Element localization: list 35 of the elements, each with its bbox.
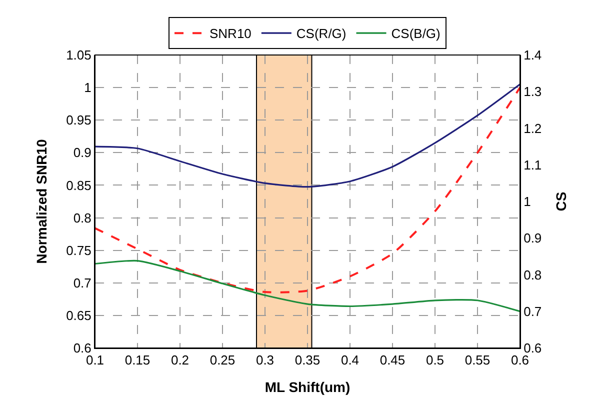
x-tick-label: 0.3	[256, 352, 274, 368]
legend-label: CS(B/G)	[391, 26, 440, 42]
line-series	[95, 86, 520, 294]
x-tick-label: 0.25	[210, 352, 236, 368]
y2-tick-label: 1.4	[524, 48, 542, 63]
y-tick-label: 0.95	[66, 112, 92, 128]
legend-label: SNR10	[210, 26, 252, 42]
x-tick-label: 0.35	[294, 352, 320, 368]
y2-tick-label: 0.9	[524, 230, 542, 246]
y2-tick-label: 1	[524, 194, 531, 210]
y2-axis-title: CS	[552, 192, 569, 212]
y-tick-label: 1	[84, 80, 92, 96]
x-tick-label: 0.2	[170, 352, 190, 368]
y-tick-label: 0.9	[73, 145, 92, 160]
y2-tick-label: 1.2	[524, 120, 542, 136]
y-tick-label: 0.7	[73, 275, 92, 290]
x-tick-label: 0.15	[124, 352, 150, 368]
x-tick-label: 0.55	[464, 352, 490, 368]
y-tick-label: 0.75	[66, 242, 92, 258]
y-axis-title: Normalized SNR10	[34, 139, 50, 264]
y2-tick-label: 0.7	[524, 304, 542, 319]
line-series	[95, 84, 520, 188]
y-tick-label: 0.8	[73, 210, 92, 226]
y2-tick-label: 1.3	[524, 84, 542, 100]
x-tick-label: 0.5	[426, 352, 444, 368]
x-tick-label: 0.45	[380, 352, 406, 368]
y2-tick-label: 1.1	[524, 157, 542, 172]
legend-label: CS(R/G)	[296, 26, 346, 42]
y2-tick-label: 0.8	[524, 267, 542, 282]
y-tick-label: 0.65	[66, 308, 92, 323]
x-tick-label: 0.4	[340, 352, 360, 368]
y-tick-label: 0.85	[66, 178, 92, 193]
line-series	[95, 260, 520, 312]
y-tick-label: 1.05	[66, 48, 92, 63]
x-axis-title: ML Shift(um)	[264, 378, 350, 395]
